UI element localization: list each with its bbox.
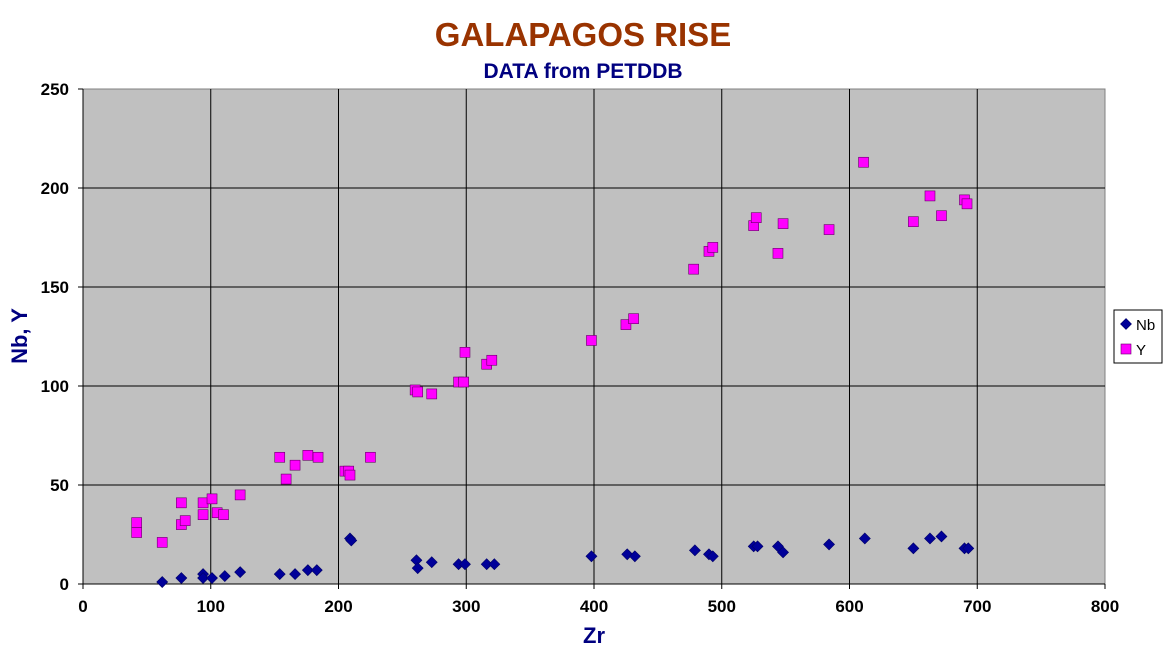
y-tick-label: 50 bbox=[50, 476, 69, 495]
legend-nb-marker bbox=[1120, 318, 1132, 330]
y-tick-label: 200 bbox=[41, 179, 69, 198]
x-tick-label: 300 bbox=[452, 597, 480, 616]
nb-point bbox=[628, 550, 641, 563]
y-point bbox=[302, 449, 314, 461]
nb-point bbox=[488, 558, 501, 571]
nb-point bbox=[751, 540, 764, 553]
nb-point bbox=[907, 542, 920, 555]
y-point bbox=[486, 354, 498, 366]
nb-point bbox=[175, 572, 188, 584]
y-point bbox=[908, 216, 919, 227]
y-point bbox=[459, 347, 471, 358]
y-point bbox=[131, 517, 142, 528]
nb-point bbox=[411, 562, 424, 575]
nb-point bbox=[858, 532, 871, 545]
nb-point bbox=[425, 556, 438, 569]
y-point bbox=[156, 537, 168, 548]
x-tick-label: 200 bbox=[324, 597, 352, 616]
y-tick-labels: 0 50 100 150 200 250 bbox=[41, 80, 69, 594]
x-tick-label: 0 bbox=[78, 597, 87, 616]
y-tick-label: 0 bbox=[60, 575, 69, 594]
y-point bbox=[961, 198, 973, 210]
legend-y-marker bbox=[1120, 343, 1132, 355]
legend: Nb Y bbox=[1113, 309, 1163, 364]
y-point bbox=[344, 469, 356, 481]
y-point bbox=[936, 210, 947, 222]
nb-point bbox=[585, 550, 598, 563]
nb-point bbox=[310, 564, 323, 577]
y-point bbox=[234, 489, 246, 501]
nb-point bbox=[459, 558, 471, 571]
nb-point bbox=[273, 568, 286, 581]
y-point bbox=[628, 313, 639, 324]
x-tick-label: 100 bbox=[197, 597, 225, 616]
nb-point bbox=[706, 550, 719, 563]
nb-point bbox=[218, 570, 231, 583]
y-point bbox=[707, 242, 719, 253]
y-point bbox=[365, 451, 376, 463]
nb-point bbox=[688, 544, 701, 557]
y-tick-label: 100 bbox=[41, 377, 69, 396]
nb-point bbox=[962, 542, 975, 555]
y-point bbox=[823, 224, 835, 235]
y-point bbox=[688, 263, 699, 275]
nb-point bbox=[206, 572, 218, 584]
y-point bbox=[586, 335, 597, 346]
y-point bbox=[312, 451, 324, 463]
y-axis-label: Nb, Y bbox=[7, 308, 32, 364]
y-point bbox=[858, 156, 869, 168]
nb-point bbox=[823, 538, 835, 551]
y-point bbox=[197, 497, 209, 509]
legend-nb-label: Nb bbox=[1136, 317, 1155, 334]
nb-point bbox=[924, 532, 936, 545]
y-point bbox=[777, 218, 789, 229]
x-tick-label: 700 bbox=[963, 597, 991, 616]
nb-point bbox=[345, 534, 358, 547]
y-point bbox=[289, 459, 301, 471]
nb-point bbox=[935, 530, 948, 543]
nb-point bbox=[197, 572, 210, 584]
nb-point bbox=[289, 568, 301, 581]
y-point bbox=[197, 509, 209, 521]
y-point bbox=[458, 376, 469, 388]
y-point bbox=[274, 451, 286, 463]
y-tick-label: 250 bbox=[41, 80, 69, 99]
x-tick-label: 600 bbox=[835, 597, 863, 616]
x-axis-label: Zr bbox=[583, 623, 605, 648]
nb-point bbox=[156, 576, 169, 588]
x-tick-label: 800 bbox=[1091, 597, 1119, 616]
y-point bbox=[131, 527, 142, 538]
legend-y-label: Y bbox=[1136, 342, 1146, 359]
y-point bbox=[280, 473, 292, 485]
axes bbox=[78, 88, 1106, 589]
x-tick-labels: 0 100 200 300 400 500 600 700 800 bbox=[78, 597, 1119, 616]
y-point bbox=[750, 212, 762, 223]
y-point bbox=[179, 515, 191, 526]
chart-subtitle: DATA from PETDDB bbox=[483, 60, 682, 83]
y-point bbox=[176, 497, 187, 509]
data-points bbox=[131, 156, 975, 588]
x-tick-label: 500 bbox=[708, 597, 736, 616]
x-tick-label: 400 bbox=[580, 597, 608, 616]
nb-point bbox=[301, 564, 314, 577]
nb-point bbox=[777, 546, 789, 559]
y-tick-label: 150 bbox=[41, 278, 69, 297]
y-point bbox=[426, 388, 438, 400]
chart-title: GALAPAGOS RISE bbox=[435, 16, 731, 53]
nb-point bbox=[234, 566, 247, 579]
y-point bbox=[206, 493, 218, 505]
y-point bbox=[772, 248, 784, 259]
y-point bbox=[924, 190, 936, 202]
y-point bbox=[412, 386, 424, 398]
y-point bbox=[620, 319, 632, 330]
y-point bbox=[218, 509, 229, 521]
